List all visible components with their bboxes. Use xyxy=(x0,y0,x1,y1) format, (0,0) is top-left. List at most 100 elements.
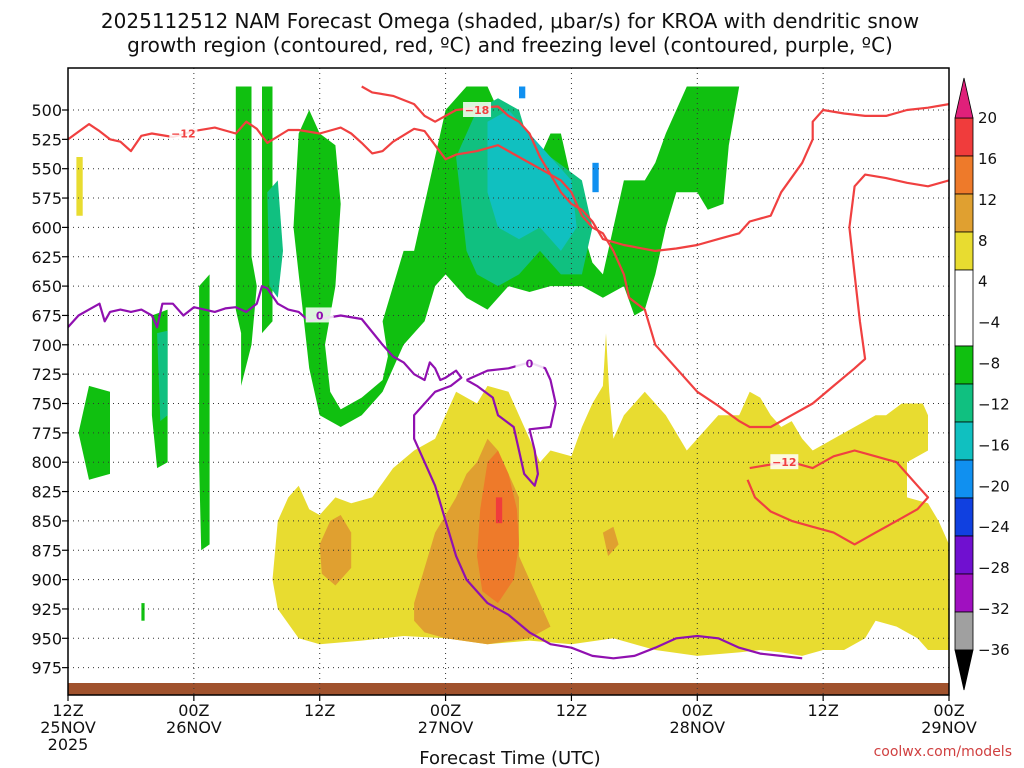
colorbar-tick-label: 16 xyxy=(978,150,997,168)
freezing-level-0C-line xyxy=(68,285,803,660)
chart-title-line-1: 2025112512 NAM Forecast Omega (shaded, μ… xyxy=(101,9,919,33)
colorbar-band xyxy=(954,117,974,157)
colorbar-tick-label: −32 xyxy=(978,600,1010,618)
colorbar-tick-label: −8 xyxy=(978,355,1000,373)
isotherm-minus12-lower-line xyxy=(746,449,930,546)
y-tick-label: 975 xyxy=(31,659,62,678)
colorbar-band xyxy=(954,193,974,233)
omega-region xyxy=(519,86,526,99)
colorbar-tick-label: −20 xyxy=(978,477,1010,495)
omega-region xyxy=(477,450,519,604)
colorbar-band xyxy=(954,383,974,423)
y-tick-label: 725 xyxy=(31,365,62,384)
credit-text: coolwx.com/models xyxy=(874,744,1012,760)
colorbar: 20 16 12 8 4 −4 −8 −12 −16 −20 −24 −28 −32 −36 xyxy=(954,77,1010,691)
x-tick-label: 12Z xyxy=(807,701,838,720)
chart-title-line-2: growth region (contoured, red, ºC) and f… xyxy=(127,33,893,57)
colorbar-bottom-arrow xyxy=(954,649,974,691)
y-tick-label: 950 xyxy=(31,629,62,648)
y-tick-label: 500 xyxy=(31,101,62,120)
colorbar-band xyxy=(954,421,974,461)
y-tick-label: 625 xyxy=(31,248,62,267)
colorbar-band xyxy=(954,573,974,613)
colorbar-band xyxy=(954,345,974,385)
omega-region xyxy=(76,157,83,216)
plot-area: −12 −12 −18 0 0 xyxy=(67,67,950,696)
colorbar-tick-label: −4 xyxy=(978,314,1000,332)
freezing-level-0C-label: 0 xyxy=(316,309,324,322)
x-tick-label: 00Z xyxy=(933,701,964,720)
colorbar-tick-label: −16 xyxy=(978,436,1010,454)
omega-region xyxy=(319,515,352,586)
colorbar-tick-label: −36 xyxy=(978,641,1010,659)
colorbar-tick-label: 12 xyxy=(978,191,997,209)
freezing-level-0C-south-label-bg xyxy=(515,355,544,371)
omega-region xyxy=(487,110,577,251)
y-tick-label: 750 xyxy=(31,395,62,414)
x-tick-label: 12Z xyxy=(556,701,587,720)
colorbar-band xyxy=(954,611,974,651)
colorbar-band xyxy=(954,155,974,195)
colorbar-band xyxy=(954,459,974,499)
omega-region xyxy=(495,497,503,524)
y-axis: 500 525 550 575 600 625 650 675 700 725 750 775 800 8… xyxy=(31,101,68,678)
y-tick-label: 650 xyxy=(31,277,62,296)
isotherm-minus12-lower-label: −12 xyxy=(772,456,797,469)
omega-region xyxy=(141,603,145,621)
y-tick-label: 875 xyxy=(31,541,62,560)
x-tick-label: 26NOV xyxy=(166,718,222,737)
colorbar-tick-label: −28 xyxy=(978,559,1010,577)
colorbar-band xyxy=(954,269,974,347)
colorbar-band xyxy=(954,535,974,575)
y-tick-label: 675 xyxy=(31,306,62,325)
y-tick-label: 900 xyxy=(31,571,62,590)
y-tick-label: 550 xyxy=(31,160,62,179)
x-tick-label: 00Z xyxy=(178,701,209,720)
x-tick-label: 00Z xyxy=(430,701,461,720)
ground-strip xyxy=(68,683,949,695)
y-tick-label: 850 xyxy=(31,512,62,531)
omega-region xyxy=(78,385,110,480)
colorbar-tick-label: −24 xyxy=(978,518,1010,536)
colorbar-tick-label: 20 xyxy=(978,109,997,127)
omega-region xyxy=(267,180,283,298)
x-tick-label: 2025 xyxy=(48,735,89,754)
y-tick-label: 575 xyxy=(31,189,62,208)
omega-region xyxy=(199,274,210,551)
y-tick-label: 775 xyxy=(31,424,62,443)
isotherm-minus12-lower-label-bg xyxy=(770,454,799,470)
colorbar-band xyxy=(954,497,974,537)
y-tick-label: 600 xyxy=(31,218,62,237)
contour-layer: −12 −12 −18 0 0 xyxy=(68,85,949,660)
omega-region xyxy=(157,330,168,422)
isotherm-minus12-upper-label-bg xyxy=(169,125,198,141)
y-tick-label: 700 xyxy=(31,336,62,355)
y-tick-label: 800 xyxy=(31,453,62,472)
y-tick-label: 525 xyxy=(31,130,62,149)
colorbar-tick-label: 8 xyxy=(978,232,988,250)
x-tick-label: 29NOV xyxy=(921,718,977,737)
omega-region xyxy=(592,162,599,193)
omega-region xyxy=(235,86,257,386)
y-tick-label: 825 xyxy=(31,483,62,502)
plot-frame xyxy=(67,67,950,696)
isotherm-minus18-label-bg xyxy=(463,102,492,117)
grid-layer xyxy=(67,68,950,695)
omega-region xyxy=(602,526,619,557)
freezing-level-0C-label-bg xyxy=(305,307,334,323)
isotherm-minus18-line xyxy=(361,85,949,252)
y-tick-label: 925 xyxy=(31,600,62,619)
x-tick-label: 27NOV xyxy=(418,718,474,737)
colorbar-top-arrow xyxy=(954,77,974,119)
x-tick-label: 12Z xyxy=(52,701,83,720)
x-tick-label: 12Z xyxy=(304,701,335,720)
x-tick-label: 25NOV xyxy=(40,718,96,737)
freezing-level-0C-south-label: 0 xyxy=(526,358,534,371)
colorbar-band xyxy=(954,231,974,271)
isotherm-minus12-upper-label: −12 xyxy=(171,127,196,140)
omega-shading-layer xyxy=(76,86,949,656)
isotherm-minus12-upper-line xyxy=(68,120,949,429)
colorbar-tick-label: 4 xyxy=(978,273,988,291)
